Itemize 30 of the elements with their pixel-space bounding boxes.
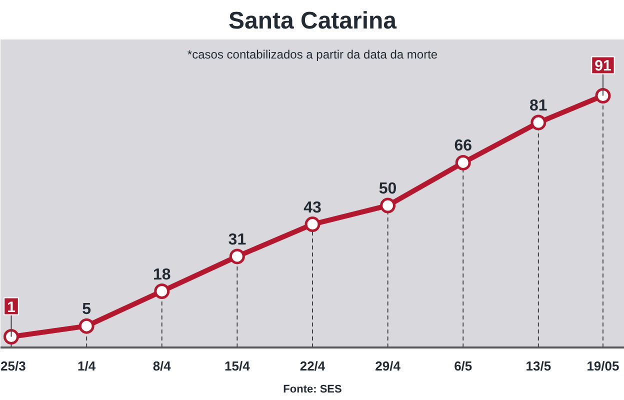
x-tick-label: 25/3 bbox=[0, 358, 26, 374]
x-tick-label: 6/5 bbox=[454, 358, 472, 374]
data-label: 18 bbox=[152, 266, 171, 284]
x-tick-label: 8/4 bbox=[152, 358, 172, 374]
data-label: 5 bbox=[82, 301, 92, 318]
point bbox=[595, 88, 611, 104]
x-tick-label: 15/4 bbox=[224, 358, 251, 374]
data-label: 1 bbox=[7, 298, 16, 316]
point bbox=[455, 154, 471, 170]
data-label: 43 bbox=[304, 199, 322, 216]
x-tick-label: 22/4 bbox=[300, 358, 326, 374]
data-label: 66 bbox=[454, 138, 472, 155]
x-tick-label: 29/4 bbox=[375, 358, 402, 374]
point bbox=[304, 216, 320, 232]
x-tick-label: 19/05 bbox=[586, 358, 620, 374]
data-label: 91 bbox=[594, 58, 612, 75]
text: *casos contabilizados a partir da data da morte bbox=[187, 48, 438, 62]
data-label: 81 bbox=[530, 98, 548, 115]
x-tick-label: 13/5 bbox=[526, 358, 552, 374]
data-label: 31 bbox=[228, 231, 246, 248]
x-tick-label: 1/4 bbox=[78, 358, 96, 374]
source-note: Fonte: SES bbox=[283, 384, 342, 396]
point bbox=[78, 318, 94, 334]
point bbox=[229, 248, 245, 264]
chart-title: Santa Catarina bbox=[228, 8, 398, 34]
point bbox=[380, 198, 396, 214]
point bbox=[530, 114, 546, 130]
point bbox=[4, 329, 20, 345]
data-label: 50 bbox=[378, 180, 397, 198]
point bbox=[154, 284, 170, 299]
